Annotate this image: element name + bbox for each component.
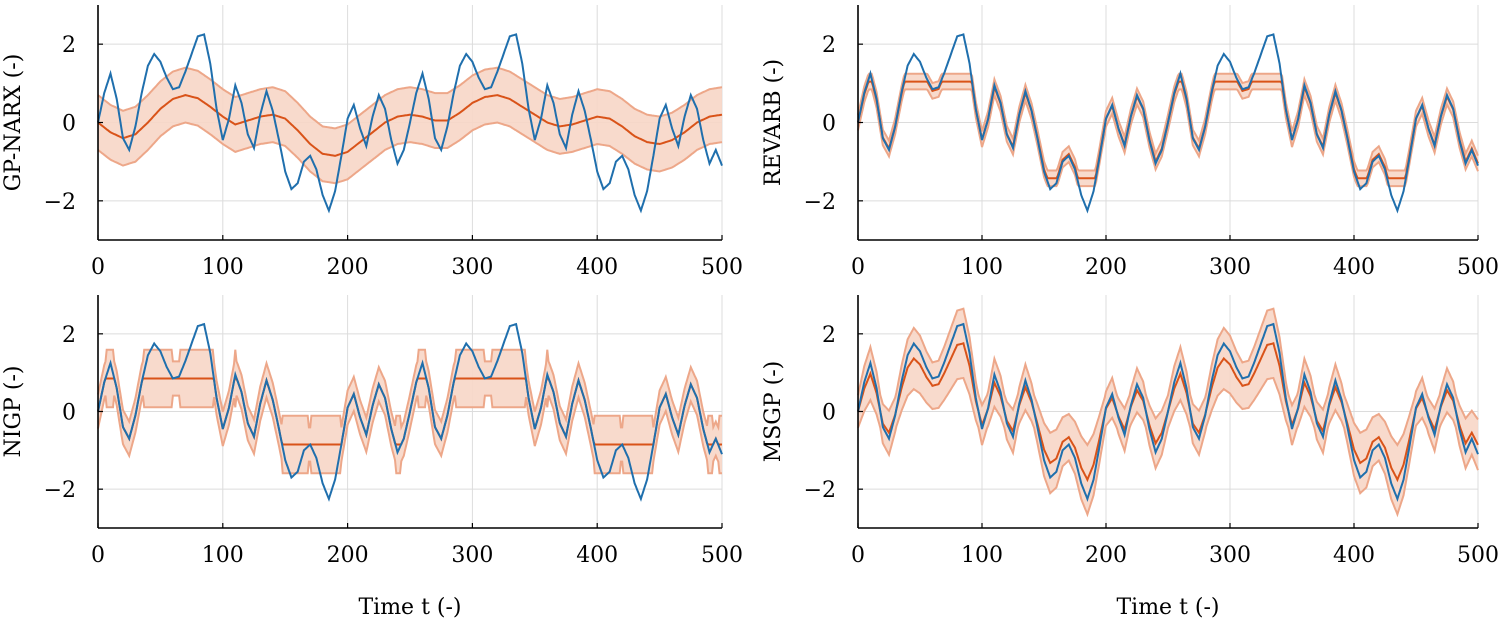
x-tick-label-400: 400 [1333, 543, 1375, 568]
x-tick-label-0: 0 [91, 543, 105, 568]
true-signal-line [857, 322, 1479, 502]
y-tick-label-0: 2 [62, 33, 76, 58]
true-signal-line [97, 322, 723, 502]
x-tick-label-300: 300 [451, 255, 493, 280]
y-axis-label: REVARB (-) [761, 59, 786, 186]
x-tick-label-500: 500 [1457, 543, 1499, 568]
x-tick-label-300: 300 [451, 543, 493, 568]
x-tick-label-200: 200 [1085, 255, 1127, 280]
true-signal-line [97, 33, 723, 214]
x-tick-label-500: 500 [701, 543, 743, 568]
y-tick-label-2: −2 [44, 478, 76, 503]
panel-msgp: 0 100 200 300 400 500 2 0 −2 MSGP (-) [761, 295, 1499, 568]
x-tick-label-200: 200 [327, 543, 369, 568]
y-axis-label: NIGP (-) [1, 366, 26, 458]
panel-revarb: 0 100 200 300 400 500 2 0 −2 REVARB (-) [761, 5, 1499, 280]
y-tick-label-2: −2 [804, 478, 836, 503]
x-tick-label-400: 400 [1333, 255, 1375, 280]
x-tick-label-0: 0 [851, 255, 865, 280]
x-tick-label-0: 0 [91, 255, 105, 280]
x-tick-label-200: 200 [1085, 543, 1127, 568]
band-upper-edge [97, 66, 723, 130]
panel-gp-narx: 0 100 200 300 400 500 2 0 −2 GP-NARX (-) [1, 5, 743, 280]
band-lower-edge [97, 121, 723, 185]
x-tick-label-0: 0 [851, 543, 865, 568]
x-tick-label-400: 400 [576, 255, 618, 280]
x-tick-label-300: 300 [1209, 255, 1251, 280]
x-axis-label-right: Time t (-) [1116, 595, 1219, 620]
x-tick-label-100: 100 [961, 255, 1003, 280]
x-tick-label-200: 200 [327, 255, 369, 280]
prediction-mean-line [97, 94, 723, 157]
y-tick-label-1: 0 [822, 401, 836, 426]
y-axis-label: MSGP (-) [761, 361, 786, 463]
x-tick-label-400: 400 [576, 543, 618, 568]
band-lower-edge [857, 376, 1479, 518]
band-lower-edge [97, 393, 722, 475]
y-tick-label-0: 2 [62, 323, 76, 348]
y-axis-label: GP-NARX (-) [1, 54, 26, 192]
y-tick-label-2: −2 [44, 190, 76, 215]
true-signal-line [857, 33, 1479, 214]
x-tick-label-500: 500 [701, 255, 743, 280]
x-tick-label-500: 500 [1457, 255, 1499, 280]
x-tick-label-300: 300 [1209, 543, 1251, 568]
y-tick-label-1: 0 [822, 112, 836, 137]
x-tick-label-100: 100 [202, 255, 244, 280]
band-upper-edge [857, 307, 1479, 447]
panel-nigp: 0 100 200 300 400 500 2 0 −2 NIGP (-) [1, 295, 743, 568]
y-tick-label-0: 2 [822, 33, 836, 58]
x-axis-label-left: Time t (-) [358, 595, 461, 620]
band-lower-edge [857, 88, 1479, 188]
band-upper-edge [857, 72, 1479, 172]
y-tick-label-1: 0 [62, 401, 76, 426]
y-tick-label-2: −2 [804, 190, 836, 215]
x-tick-label-100: 100 [202, 543, 244, 568]
y-tick-label-1: 0 [62, 112, 76, 137]
y-tick-label-0: 2 [822, 323, 836, 348]
x-tick-label-100: 100 [961, 543, 1003, 568]
band-upper-edge [97, 348, 722, 432]
